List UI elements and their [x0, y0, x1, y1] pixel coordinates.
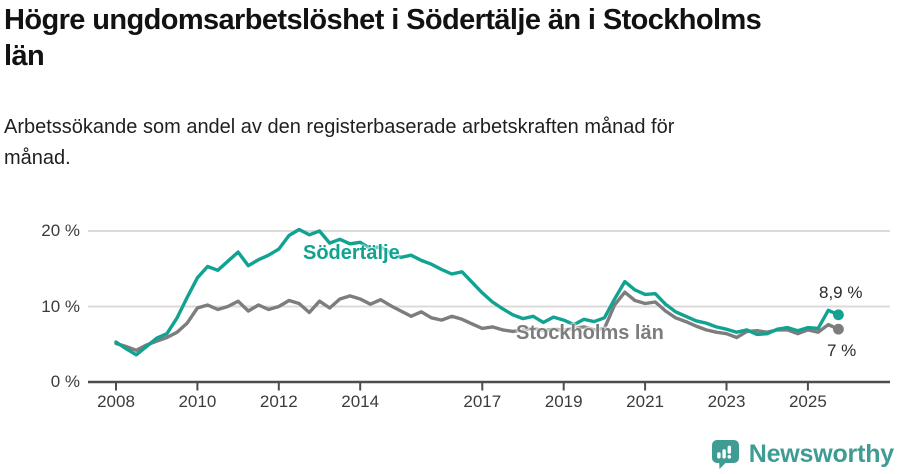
x-axis-label-2012: 2012 — [259, 392, 298, 411]
end-dot-stockholms-län — [833, 323, 844, 335]
x-axis-label-2019: 2019 — [544, 392, 583, 411]
end-value-label-sodertalje: 8,9 % — [819, 283, 863, 302]
unemployment-line-chart: 20 % 10 % 0 % 2008 2010 2012 2014 2017 2… — [0, 205, 900, 430]
series-line-stockholms-län — [114, 290, 841, 353]
newsworthy-badge-icon — [711, 440, 739, 469]
x-axis-label-2023: 2023 — [707, 392, 746, 411]
x-axis-label-2014: 2014 — [341, 392, 380, 411]
page-subtitle: Arbetssökande som andel av den registerb… — [4, 112, 864, 174]
title-line-2: län — [4, 40, 45, 72]
subtitle-line-2: månad. — [4, 147, 71, 169]
x-axis-label-2025: 2025 — [788, 392, 827, 411]
series-label-sodertalje: Södertälje — [303, 242, 400, 264]
newsworthy-wordmark: Newsworthy — [748, 439, 894, 468]
subtitle-line-1: Arbetssökande som andel av den registerb… — [4, 116, 675, 138]
end-value-label-stockholms-lan: 7 % — [827, 341, 857, 360]
y-axis-label-10: 10 % — [41, 296, 80, 316]
newsworthy-logo[interactable]: Newsworthy — [711, 439, 894, 469]
series-line-södertälje — [114, 227, 841, 357]
line-chart-plot-area — [88, 227, 890, 391]
x-axis-label-2008: 2008 — [97, 392, 135, 411]
title-line-1: Högre ungdomsarbetslöshet i Södertälje ä… — [4, 4, 762, 36]
series-label-stockholms-lan: Stockholms län — [516, 322, 664, 344]
end-dot-södertälje — [833, 309, 844, 321]
y-axis-label-0: 0 % — [50, 372, 80, 391]
y-axis-label-20: 20 % — [41, 221, 80, 240]
x-axis-label-2010: 2010 — [178, 392, 217, 411]
x-axis-label-2021: 2021 — [626, 392, 665, 411]
page-title: Högre ungdomsarbetslöshet i Södertälje ä… — [4, 2, 896, 74]
x-axis-label-2017: 2017 — [463, 392, 502, 411]
